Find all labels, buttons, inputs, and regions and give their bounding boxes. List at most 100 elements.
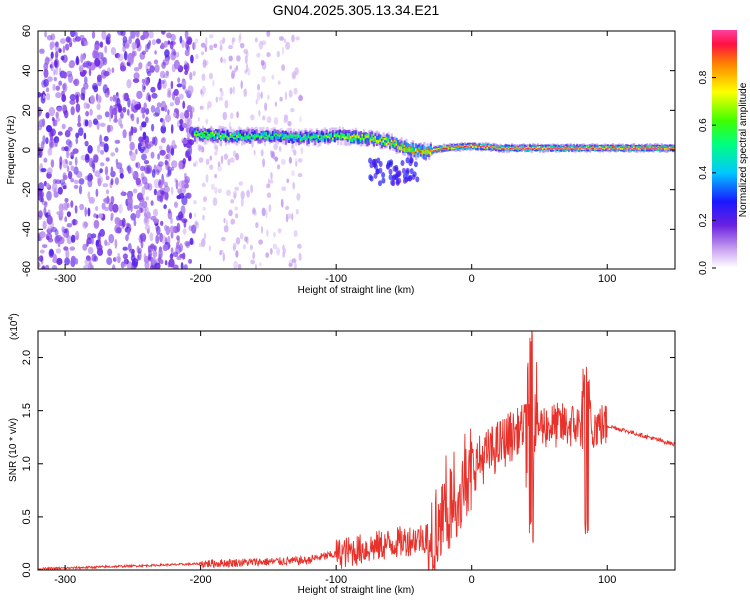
noise-speck (109, 96, 114, 102)
noise-speck (151, 136, 156, 145)
noise-speck (186, 123, 190, 129)
ridge-cell (210, 133, 213, 138)
ridge-cell (424, 150, 427, 154)
noise-speck (38, 146, 41, 156)
noise-speck (79, 34, 85, 40)
noise-speck (45, 137, 49, 145)
ridge-cell (387, 141, 390, 144)
noise-speck (117, 31, 124, 36)
noise-speck (99, 168, 103, 174)
ridge-cell (491, 147, 494, 149)
ridge-cell (298, 135, 301, 138)
faint-speck (269, 150, 273, 155)
ridge-cell (579, 146, 582, 149)
noise-speck (190, 130, 195, 138)
noise-speck (148, 249, 153, 259)
ridge-cell (374, 137, 377, 142)
noise-speck (50, 159, 55, 168)
noise-speck (38, 124, 43, 131)
ridge-cell (436, 149, 439, 151)
ridge-cell (538, 146, 541, 149)
faint-speck (236, 55, 241, 62)
snr-multiplier: (x104) (8, 313, 20, 340)
ridge-cell (571, 148, 574, 150)
ridge-cell (278, 134, 281, 137)
faint-speck (297, 158, 303, 163)
faint-speck (238, 181, 243, 186)
ridge-cell (232, 137, 236, 140)
noise-speck (47, 167, 53, 175)
noise-speck (79, 66, 84, 73)
noise-speck (132, 188, 138, 194)
ridge-cell (293, 137, 296, 142)
faint-speck (228, 55, 233, 62)
faint-speck (250, 184, 254, 194)
noise-speck (168, 208, 171, 214)
ridge-cell (306, 131, 309, 139)
noise-speck (149, 264, 155, 269)
ridge-cell (603, 146, 606, 148)
faint-speck (245, 63, 249, 72)
colorbar-tick-label: 0.6 (698, 118, 709, 132)
ridge-cell (306, 135, 309, 140)
ridge-cell (636, 147, 639, 150)
noise-speck (59, 38, 66, 44)
noise-speck (188, 139, 195, 146)
noise-speck (39, 231, 46, 239)
colorbar-tick-label: 0.4 (698, 165, 709, 179)
faint-speck (297, 173, 303, 178)
noise-speck (75, 31, 78, 38)
ridge-cell (228, 137, 231, 140)
ridge-cell (665, 146, 668, 148)
noise-speck (164, 104, 168, 113)
ridge-cell (537, 146, 540, 149)
ridge-cell (206, 136, 210, 139)
noise-speck (173, 59, 180, 70)
ridge-cell (472, 145, 475, 148)
ridge-cell (395, 143, 398, 146)
ridge-cell (265, 132, 268, 137)
faint-speck (218, 96, 224, 101)
ridge-cell (434, 150, 437, 152)
faint-speck (229, 157, 235, 163)
noise-speck (93, 154, 99, 163)
noise-speck (128, 132, 132, 142)
ridge-cell (454, 146, 457, 148)
ridge-cell (239, 129, 242, 137)
noise-speck (45, 112, 50, 119)
ridge-cell (348, 137, 351, 140)
ridge-cell (345, 136, 348, 139)
ridge-tail (378, 167, 383, 174)
faint-speck (239, 42, 245, 49)
ridge-cell (532, 146, 535, 150)
noise-speck (62, 83, 66, 91)
noise-speck (131, 42, 137, 50)
noise-speck (64, 257, 70, 266)
faint-speck (243, 48, 248, 55)
noise-speck (135, 177, 141, 186)
noise-speck (120, 112, 124, 119)
faint-speck (223, 218, 226, 223)
ridge-cell (405, 142, 408, 149)
ridge-cell (302, 135, 305, 140)
ridge-cell (498, 146, 501, 148)
faint-speck (217, 165, 223, 172)
ridge-cell (330, 132, 333, 135)
noise-speck (188, 258, 193, 264)
faint-speck (198, 157, 204, 163)
noise-speck (150, 105, 156, 113)
ridge-cell (229, 133, 232, 136)
noise-speck (150, 151, 155, 159)
noise-speck (160, 42, 165, 49)
noise-speck (118, 203, 123, 214)
ridge-cell (307, 136, 310, 144)
ridge-tail (413, 161, 418, 168)
snr-xlabel: Height of straight line (km) (298, 585, 415, 596)
noise-speck (76, 170, 83, 179)
faint-speck (234, 186, 239, 191)
ridge-cell (488, 145, 491, 148)
ridge-cell (215, 131, 218, 142)
noise-speck (189, 72, 193, 81)
ridge-cell (252, 135, 255, 138)
ridge-cell (395, 140, 398, 145)
